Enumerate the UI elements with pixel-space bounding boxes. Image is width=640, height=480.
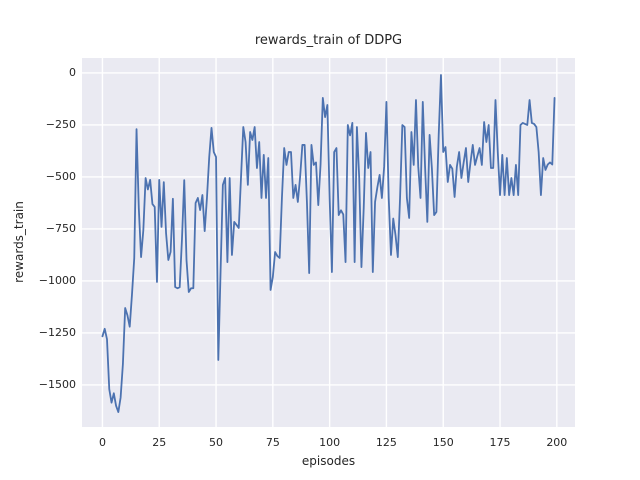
plot-area	[82, 58, 575, 427]
x-tick-label: 0	[98, 436, 106, 449]
x-tick-label: 175	[489, 436, 511, 449]
y-tick-label: −1500	[38, 377, 76, 391]
x-tick-label: 75	[265, 436, 280, 449]
reward-line-series	[101, 74, 556, 413]
y-tick-label: −750	[45, 221, 76, 235]
line-plot-svg	[82, 58, 575, 427]
y-tick-label: −1000	[38, 273, 76, 287]
x-tick-label: 150	[432, 436, 454, 449]
y-tick-label: −500	[45, 169, 76, 183]
y-axis-label-text: rewards_train	[12, 201, 26, 283]
x-tick-label: 25	[152, 436, 167, 449]
x-axis-label: episodes	[301, 454, 356, 468]
x-tick-label: 200	[546, 436, 568, 449]
y-tick-label: 0	[69, 65, 76, 79]
y-tick-label: −1250	[38, 325, 76, 339]
x-tick-label: 100	[319, 436, 341, 449]
x-tick-label: 125	[375, 436, 397, 449]
x-tick-label: 50	[209, 436, 224, 449]
chart-title: rewards_train of DDPG	[254, 33, 403, 48]
y-tick-label: −250	[45, 117, 76, 131]
